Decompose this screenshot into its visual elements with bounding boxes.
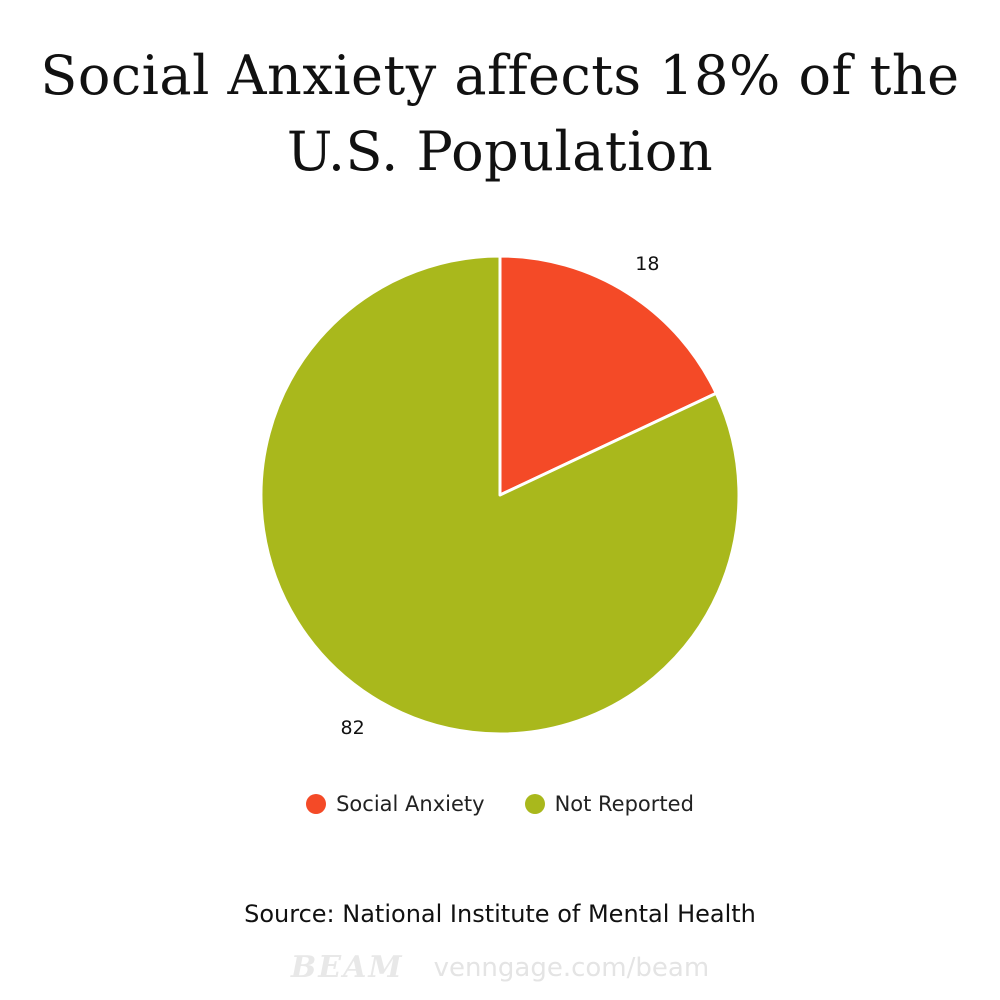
legend-item-social-anxiety: Social Anxiety (306, 792, 485, 816)
legend: Social Anxiety Not Reported (0, 792, 1000, 816)
legend-dot-not-reported (524, 794, 545, 814)
legend-dot-social-anxiety (306, 794, 327, 814)
brand-logo: BEAM (290, 950, 404, 985)
brand-url: venngage.com/beam (433, 952, 710, 983)
data-label-not-reported: 82 (341, 717, 365, 739)
source-note: Source: National Institute of Mental Hea… (244, 900, 756, 928)
data-label-social-anxiety: 18 (635, 253, 659, 275)
pie-slice-not-reported (259, 254, 741, 736)
legend-label-social-anxiety: Social Anxiety (336, 792, 485, 816)
pie-slice-social-anxiety (498, 254, 718, 497)
footer: BEAM venngage.com/beam (0, 950, 1000, 985)
legend-item-not-reported: Not Reported (524, 792, 694, 816)
legend-label-not-reported: Not Reported (554, 792, 694, 816)
chart-title: Social Anxiety affects 18% of the U.S. P… (40, 44, 960, 183)
